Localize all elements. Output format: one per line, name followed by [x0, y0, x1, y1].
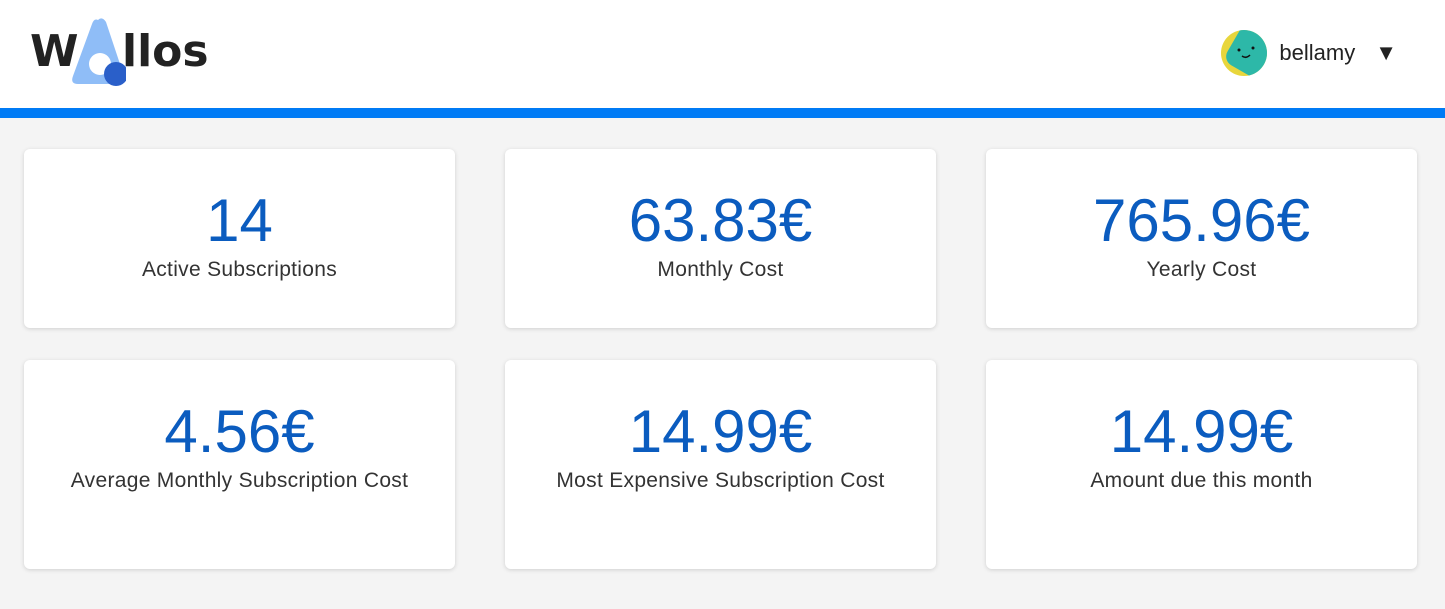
stat-card-monthly-cost: 63.83€ Monthly Cost [505, 149, 936, 328]
stat-value: 14.99€ [1109, 398, 1294, 465]
logo-letter-w: W [30, 26, 79, 77]
stat-value: 14 [206, 187, 273, 254]
user-menu[interactable]: bellamy ▼ [1221, 30, 1397, 76]
stat-label: Active Subscriptions [141, 258, 338, 281]
wallos-logo[interactable]: W llos [30, 16, 230, 88]
stat-label: Amount due this month [1090, 469, 1313, 492]
logo-letters-llos: llos [122, 26, 209, 77]
stat-label: Average Monthly Subscription Cost [70, 469, 409, 492]
stat-card-most-expensive: 14.99€ Most Expensive Subscription Cost [505, 360, 936, 569]
stat-card-yearly-cost: 765.96€ Yearly Cost [986, 149, 1417, 328]
stat-card-active-subscriptions: 14 Active Subscriptions [24, 149, 455, 328]
stat-card-average-monthly: 4.56€ Average Monthly Subscription Cost [24, 360, 455, 569]
stat-value: 4.56€ [164, 398, 315, 465]
stat-value: 63.83€ [628, 187, 813, 254]
logo-triangle-icon [72, 18, 126, 86]
stat-label: Monthly Cost [657, 258, 784, 281]
stat-value: 765.96€ [1093, 187, 1310, 254]
username: bellamy [1279, 40, 1356, 65]
avatar [1221, 30, 1268, 76]
stat-label: Most Expensive Subscription Cost [556, 469, 885, 492]
stat-label: Yearly Cost [1146, 258, 1257, 281]
stats-grid: 14 Active Subscriptions 63.83€ Monthly Cos… [24, 149, 1417, 569]
stat-card-amount-due: 14.99€ Amount due this month [986, 360, 1417, 569]
header: W llos bellamy ▼ [0, 0, 1445, 118]
triangle-down-icon: ▼ [1375, 40, 1397, 65]
stat-value: 14.99€ [628, 398, 813, 465]
